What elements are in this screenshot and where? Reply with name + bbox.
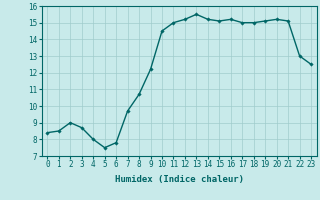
- X-axis label: Humidex (Indice chaleur): Humidex (Indice chaleur): [115, 175, 244, 184]
